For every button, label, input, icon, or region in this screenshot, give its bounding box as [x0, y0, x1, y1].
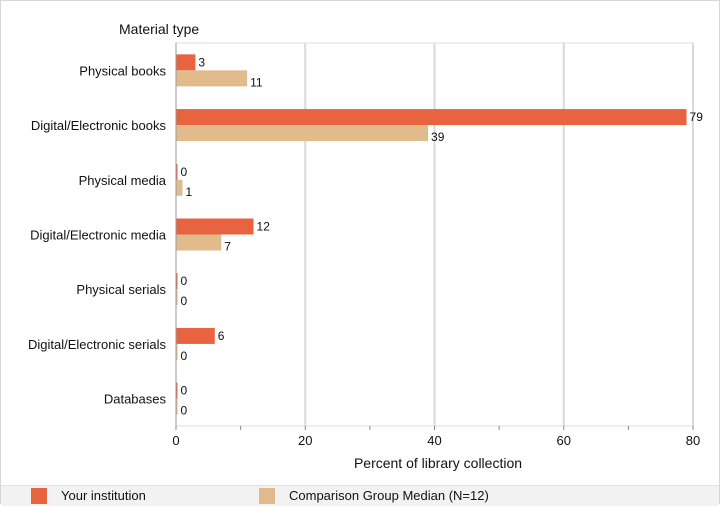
category-label: Digital/Electronic books [31, 118, 167, 133]
bar-value-label: 0 [181, 404, 188, 418]
x-tick-label: 20 [298, 433, 312, 448]
bar-value-label: 6 [218, 329, 225, 343]
bar-comparison-median [176, 179, 183, 196]
x-tick-label: 60 [557, 433, 571, 448]
bar-comparison-median [176, 289, 178, 306]
bar-chart: Material type Physical books Digital/Elec… [28, 21, 704, 471]
bar-your-institution [176, 109, 687, 126]
bar-value-label: 7 [224, 240, 231, 254]
x-axis-label: Percent of library collection [354, 455, 522, 471]
bar-your-institution [176, 273, 178, 290]
category-label: Physical media [79, 173, 167, 188]
bar-value-label: 0 [181, 349, 188, 363]
legend-swatch-comparison-group [259, 488, 275, 504]
bar-value-label: 0 [181, 274, 188, 288]
category-label: Physical serials [76, 282, 166, 297]
bar-your-institution [176, 54, 196, 71]
legend-label-your-institution: Your institution [61, 488, 146, 503]
value-axis: 0 20 40 60 80 [172, 426, 700, 448]
x-tick-label: 80 [686, 433, 700, 448]
legend-label-comparison-group: Comparison Group Median (N=12) [289, 488, 489, 503]
gridlines [304, 43, 694, 426]
bar-value-label: 0 [181, 384, 188, 398]
chart-title: Material type [119, 21, 199, 37]
bar-your-institution [176, 163, 178, 180]
bar-comparison-median [176, 70, 248, 87]
bar-value-label: 1 [185, 185, 192, 199]
bar-value-label: 39 [431, 130, 445, 144]
category-label: Databases [104, 392, 167, 407]
category-label: Physical books [79, 63, 166, 78]
bar-value-label: 0 [181, 165, 188, 179]
bar-value-label: 3 [198, 55, 205, 69]
bars: 3 11 79 39 0 1 12 7 0 0 6 0 0 0 [176, 54, 704, 418]
category-label: Digital/Electronic media [30, 228, 167, 243]
bar-comparison-median [176, 398, 178, 415]
bar-your-institution [176, 327, 215, 344]
legend: Your institution Comparison Group Median… [1, 485, 719, 506]
bar-value-label: 12 [257, 220, 271, 234]
bar-comparison-median [176, 125, 429, 142]
bar-comparison-median [176, 234, 222, 251]
category-label: Digital/Electronic serials [28, 337, 166, 352]
legend-swatch-your-institution [31, 488, 47, 504]
x-tick-label: 40 [427, 433, 441, 448]
bar-comparison-median [176, 343, 178, 360]
bar-your-institution [176, 382, 178, 399]
bar-value-label: 0 [181, 294, 188, 308]
bar-your-institution [176, 218, 254, 235]
x-tick-label: 0 [172, 433, 179, 448]
bar-value-label: 79 [690, 110, 704, 124]
category-axis: Physical books Digital/Electronic books Ph… [28, 63, 167, 406]
bar-value-label: 11 [250, 75, 263, 89]
